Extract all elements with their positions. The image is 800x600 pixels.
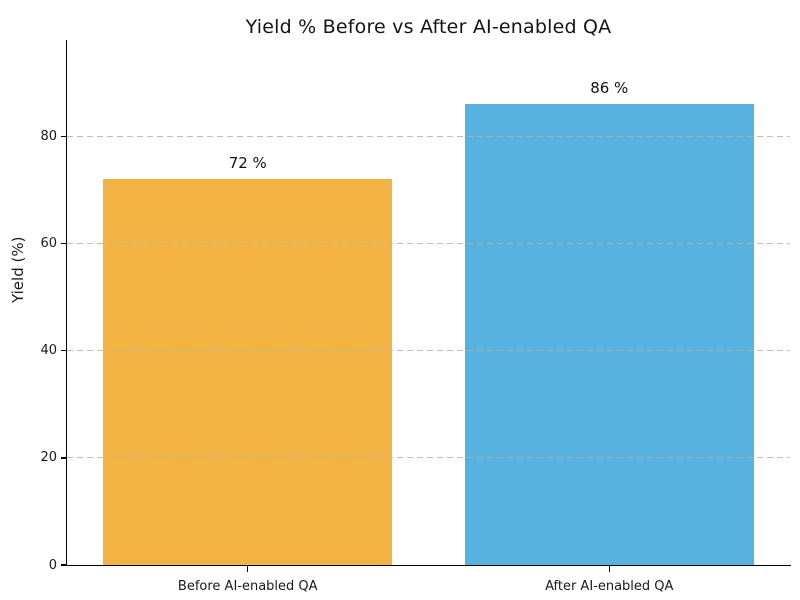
x-tick-mark-before-ai-enabled-qa: [247, 566, 249, 572]
chart-title: Yield % Before vs After AI-enabled QA: [245, 16, 612, 38]
y-tick-mark-40: [61, 350, 67, 352]
gridline-60: [67, 243, 790, 245]
y-tick-label-20: 20: [40, 450, 57, 466]
y-tick-label-80: 80: [40, 128, 57, 144]
y-tick-mark-80: [61, 135, 67, 138]
y-tick-label-0: 0: [48, 557, 57, 573]
y-tick-label-40: 40: [40, 343, 57, 359]
y-tick-mark-20: [61, 457, 67, 459]
gridline-80: [67, 135, 790, 137]
plot-area: 0 20 40 60 80 72 % Before AI-enabled QA 86 % Aft…: [40, 40, 791, 594]
x-tick-label-before-ai-enabled-qa: Before AI-enabled QA: [177, 579, 318, 594]
bar-before-ai-enabled-qa: [103, 179, 393, 565]
x-axis-spine: [66, 564, 791, 566]
value-label-before-ai-enabled-qa: 72 %: [228, 154, 267, 173]
gridline-20: [67, 457, 790, 459]
y-axis-spine: [66, 40, 68, 565]
gridline-40: [67, 350, 790, 352]
y-tick-mark-0: [61, 564, 67, 566]
value-label-after-ai-enabled-qa: 86 %: [590, 79, 629, 98]
x-tick-mark-after-ai-enabled-qa: [608, 566, 610, 572]
x-tick-label-after-ai-enabled-qa: After AI-enabled QA: [545, 579, 674, 594]
y-tick-mark-60: [61, 242, 67, 245]
bar-after-ai-enabled-qa: [464, 104, 754, 565]
y-tick-label-60: 60: [40, 236, 57, 252]
